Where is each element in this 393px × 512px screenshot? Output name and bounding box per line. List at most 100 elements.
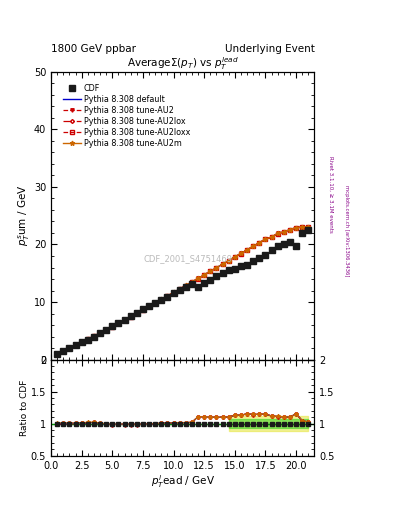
Pythia 8.308 tune-AU2lox [239,250,243,257]
Pythia 8.308 tune-AU2m [184,283,188,289]
Pythia 8.308 tune-AU2 [92,333,96,339]
Pythia 8.308 tune-AU2loxx [189,279,194,285]
Pythia 8.308 tune-AU2 [300,224,305,230]
CDF [245,262,250,268]
Pythia 8.308 tune-AU2loxx [67,345,72,351]
Pythia 8.308 tune-AU2 [110,324,115,330]
Pythia 8.308 tune-AU2lox [147,304,151,310]
Pythia 8.308 tune-AU2lox [122,317,127,323]
CDF [153,300,158,306]
Pythia 8.308 tune-AU2m [55,351,60,357]
Pythia 8.308 tune-AU2m [110,324,115,330]
Pythia 8.308 tune-AU2loxx [226,258,231,264]
CDF [257,254,262,261]
Pythia 8.308 default [116,321,121,327]
Pythia 8.308 tune-AU2 [129,313,133,319]
Pythia 8.308 default [98,330,103,336]
Pythia 8.308 default [67,345,72,351]
CDF [159,297,163,303]
Pythia 8.308 tune-AU2loxx [98,330,103,336]
Pythia 8.308 tune-AU2m [153,300,158,306]
CDF [202,280,207,286]
Pythia 8.308 default [202,272,207,278]
Pythia 8.308 tune-AU2 [79,339,84,345]
Pythia 8.308 tune-AU2m [92,333,96,339]
Pythia 8.308 tune-AU2m [275,230,280,237]
Pythia 8.308 tune-AU2loxx [147,304,151,310]
Pythia 8.308 tune-AU2lox [275,230,280,237]
CDF [134,310,139,316]
Pythia 8.308 default [141,307,145,313]
Pythia 8.308 tune-AU2loxx [306,224,310,230]
Pythia 8.308 tune-AU2lox [300,224,305,230]
CDF [300,230,305,236]
CDF [189,281,194,287]
Pythia 8.308 tune-AU2loxx [239,250,243,257]
Pythia 8.308 default [263,236,268,242]
Pythia 8.308 default [251,243,255,249]
CDF [288,239,292,245]
Pythia 8.308 tune-AU2 [104,327,108,333]
Pythia 8.308 tune-AU2lox [281,229,286,235]
Pythia 8.308 tune-AU2 [214,265,219,271]
Pythia 8.308 tune-AU2m [85,336,90,342]
Pythia 8.308 tune-AU2lox [67,345,72,351]
Pythia 8.308 default [171,289,176,295]
Pythia 8.308 tune-AU2loxx [232,254,237,260]
Pythia 8.308 tune-AU2 [202,272,207,278]
Pythia 8.308 tune-AU2lox [159,296,163,303]
Pythia 8.308 tune-AU2 [239,250,243,257]
CDF [61,348,66,354]
CDF [141,306,145,312]
Pythia 8.308 tune-AU2lox [269,234,274,240]
Pythia 8.308 default [134,310,139,316]
Pythia 8.308 tune-AU2m [171,289,176,295]
CDF [67,345,72,351]
Pythia 8.308 tune-AU2 [153,300,158,306]
Pythia 8.308 default [220,261,225,267]
Pythia 8.308 tune-AU2lox [220,261,225,267]
CDF [79,339,84,346]
CDF [116,320,121,326]
Pythia 8.308 default [92,333,96,339]
Pythia 8.308 tune-AU2loxx [92,333,96,339]
Line: Pythia 8.308 tune-AU2: Pythia 8.308 tune-AU2 [55,225,310,355]
Pythia 8.308 tune-AU2loxx [263,236,268,242]
CDF [171,290,176,296]
Pythia 8.308 default [79,339,84,345]
Pythia 8.308 tune-AU2 [245,247,250,253]
Pythia 8.308 tune-AU2loxx [214,265,219,271]
Pythia 8.308 tune-AU2m [288,227,292,233]
Pythia 8.308 tune-AU2lox [134,310,139,316]
Pythia 8.308 tune-AU2 [159,296,163,303]
Title: Average$\Sigma(p_T)$ vs $p_T^{lead}$: Average$\Sigma(p_T)$ vs $p_T^{lead}$ [127,55,239,72]
CDF [85,336,90,343]
Pythia 8.308 tune-AU2 [226,258,231,264]
Pythia 8.308 tune-AU2lox [294,225,298,231]
Pythia 8.308 tune-AU2 [189,279,194,285]
Pythia 8.308 tune-AU2m [220,261,225,267]
Pythia 8.308 tune-AU2loxx [61,348,66,354]
CDF [214,273,219,279]
Pythia 8.308 tune-AU2loxx [208,268,213,274]
Pythia 8.308 tune-AU2 [67,345,72,351]
Pythia 8.308 tune-AU2loxx [165,293,170,299]
Pythia 8.308 tune-AU2lox [263,236,268,242]
Pythia 8.308 default [129,313,133,319]
Pythia 8.308 default [214,265,219,271]
CDF [184,284,188,290]
Pythia 8.308 tune-AU2m [232,254,237,260]
Pythia 8.308 tune-AU2loxx [177,286,182,292]
Text: 1800 GeV ppbar: 1800 GeV ppbar [51,44,136,54]
Pythia 8.308 tune-AU2lox [153,300,158,306]
Pythia 8.308 tune-AU2m [61,348,66,354]
Pythia 8.308 tune-AU2lox [214,265,219,271]
Pythia 8.308 tune-AU2m [134,310,139,316]
Pythia 8.308 default [239,250,243,257]
Pythia 8.308 tune-AU2loxx [122,317,127,323]
Pythia 8.308 tune-AU2lox [245,247,250,253]
CDF [104,327,108,333]
Pythia 8.308 tune-AU2m [202,272,207,278]
Pythia 8.308 tune-AU2loxx [110,324,115,330]
CDF [220,270,225,276]
